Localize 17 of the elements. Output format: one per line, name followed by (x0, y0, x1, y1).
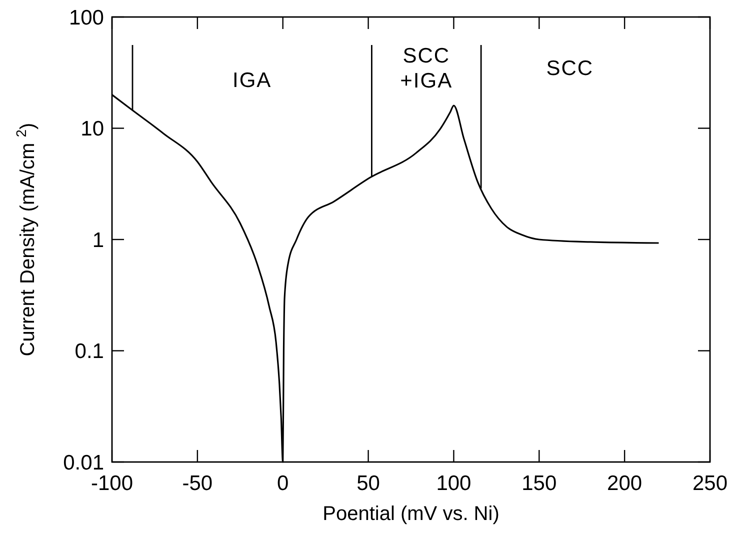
x-tick-label: 100 (436, 472, 472, 495)
y-tick-label: 1 (92, 228, 104, 252)
x-axis-title: Poential (mV vs. Ni) (322, 503, 500, 525)
x-tick-label: 150 (522, 472, 557, 495)
annotation: SCC (546, 57, 594, 80)
y-tick-label: 10 (80, 118, 104, 141)
x-tick-label: 50 (356, 472, 380, 495)
x-tick-label: 200 (607, 472, 642, 495)
y-tick-label: 0.01 (63, 451, 104, 474)
x-tick-label: 250 (692, 472, 728, 495)
annotation: SCC +IGA (400, 44, 453, 93)
x-tick-label: -50 (182, 472, 213, 495)
x-tick-label: -100 (90, 472, 134, 495)
y-tick-label: 100 (68, 6, 104, 30)
y-tick-label: 0.1 (74, 340, 104, 364)
annotation: IGA (232, 69, 272, 92)
x-tick-label: 0 (277, 472, 289, 495)
